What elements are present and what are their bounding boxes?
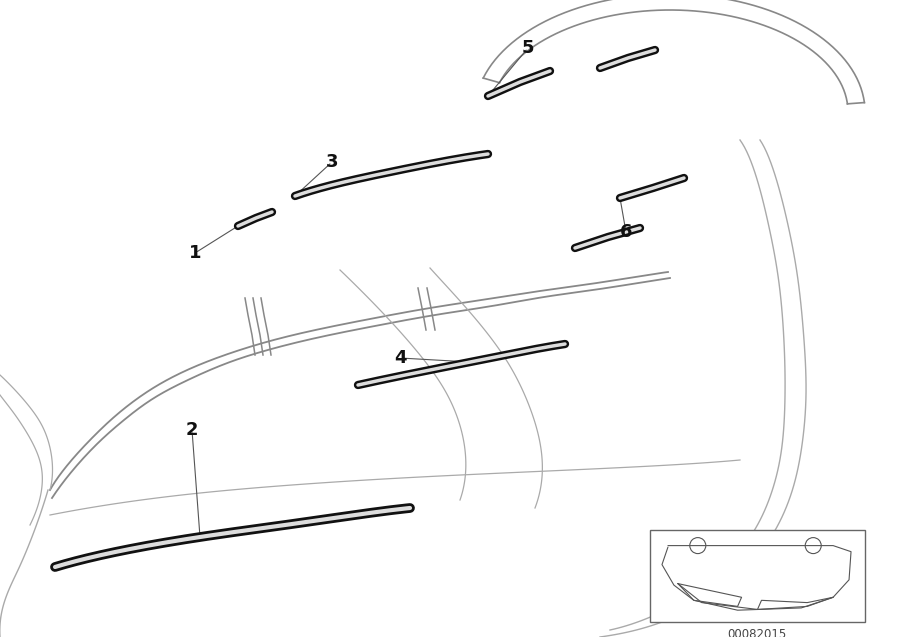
Text: 5: 5 [522, 39, 535, 57]
Text: 6: 6 [620, 223, 632, 241]
Bar [650, 530, 865, 622]
Text: 4: 4 [394, 349, 406, 367]
Text: 00082015: 00082015 [727, 629, 787, 637]
Text: 1: 1 [189, 244, 202, 262]
Text: 3: 3 [326, 153, 338, 171]
Text: 2: 2 [185, 421, 198, 439]
